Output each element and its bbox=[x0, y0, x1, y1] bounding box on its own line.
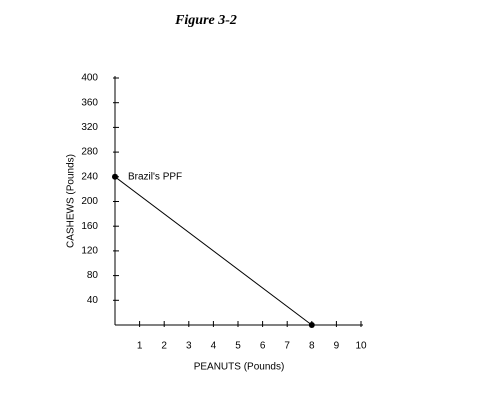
x-tick-label: 4 bbox=[211, 341, 217, 352]
y-tick-label: 360 bbox=[81, 97, 98, 108]
y-tick-label: 80 bbox=[87, 270, 99, 281]
y-tick-label: 280 bbox=[81, 147, 98, 158]
x-tick-label: 10 bbox=[355, 341, 367, 352]
x-tick-label: 6 bbox=[260, 341, 266, 352]
data-point bbox=[308, 322, 315, 328]
series-label: Brazil's PPF bbox=[128, 171, 182, 182]
y-axis-label: CASHEWS (Pounds) bbox=[66, 154, 77, 248]
y-tick-label: 40 bbox=[87, 295, 99, 306]
x-tick-label: 2 bbox=[161, 341, 167, 352]
x-tick-label: 7 bbox=[284, 341, 290, 352]
chart-title: Figure 3-2 bbox=[174, 13, 237, 28]
data-point bbox=[112, 173, 118, 180]
ppf-line bbox=[114, 176, 313, 326]
x-tick-label: 9 bbox=[334, 341, 340, 352]
y-tick-label: 200 bbox=[81, 196, 98, 207]
y-tick-label: 400 bbox=[81, 73, 98, 84]
y-tick-label: 160 bbox=[81, 221, 98, 232]
y-tick-label: 320 bbox=[81, 122, 98, 133]
x-axis-label: PEANUTS (Pounds) bbox=[194, 362, 285, 373]
x-tick-label: 5 bbox=[235, 341, 241, 352]
x-tick-label: 1 bbox=[137, 341, 143, 352]
y-tick-label: 240 bbox=[81, 171, 98, 182]
x-tick-label: 8 bbox=[309, 341, 315, 352]
x-tick-label: 3 bbox=[186, 341, 192, 352]
y-tick-label: 120 bbox=[81, 246, 98, 257]
